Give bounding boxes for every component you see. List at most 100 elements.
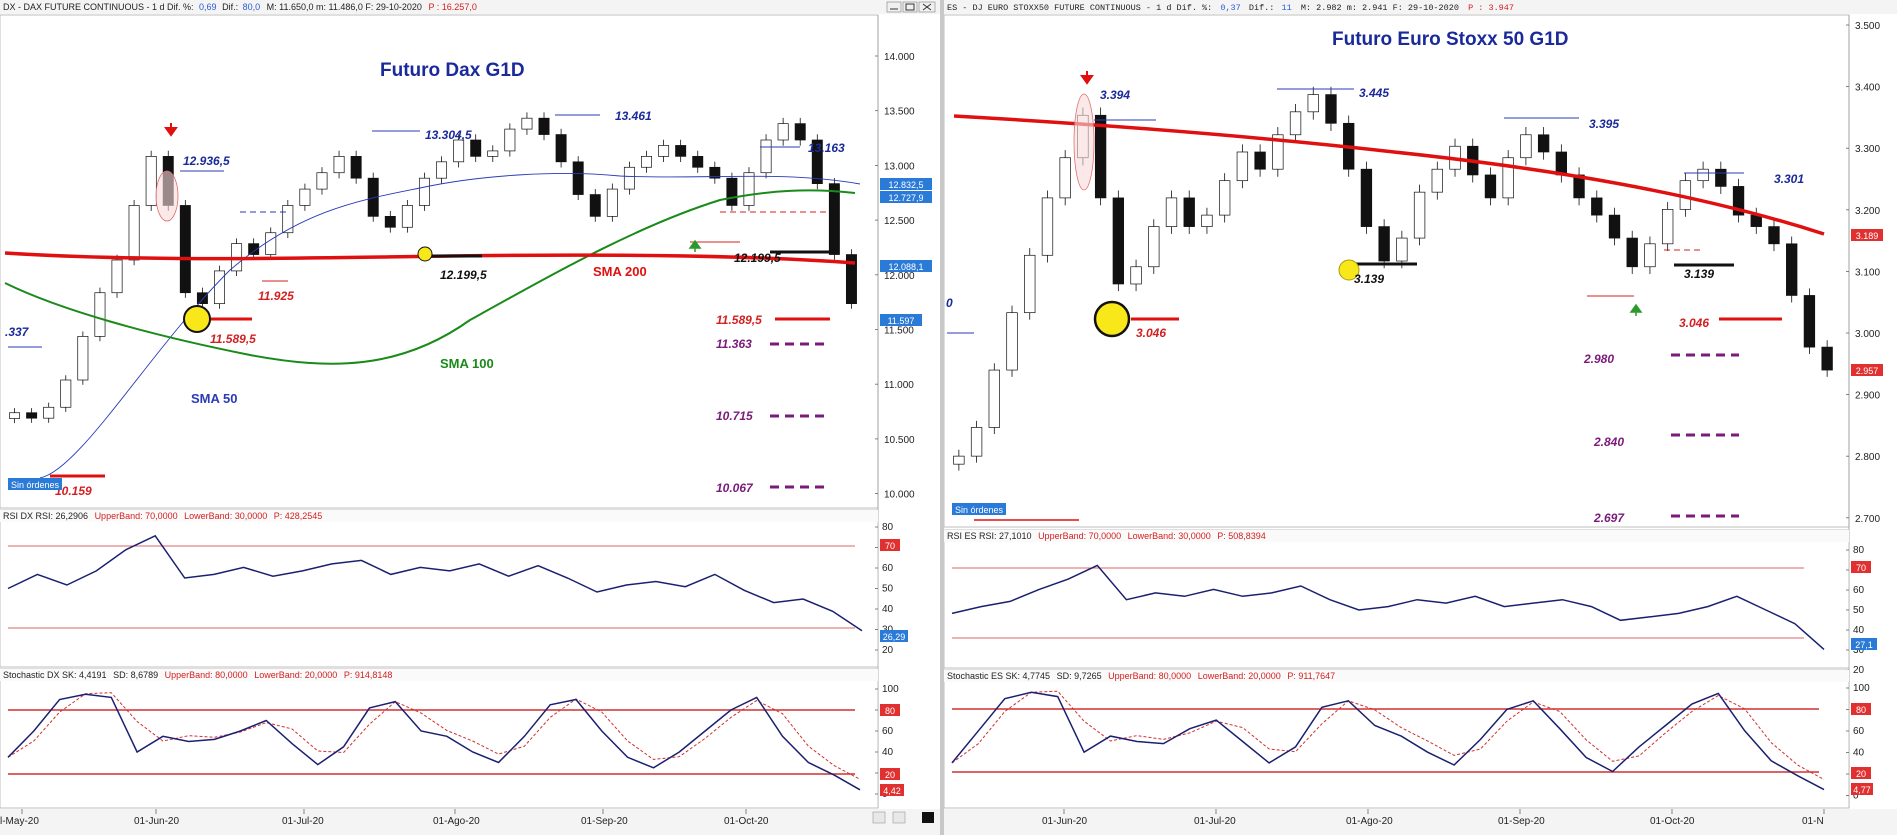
indicator-tick-label: 30: [1853, 645, 1865, 656]
candle-body: [743, 172, 755, 206]
eurostoxx-date-axis: 01-Jun-20 01-Jul-20 01-Ago-20 01-Sep-20 01-O…: [1042, 809, 1825, 827]
candle-body: [1413, 191, 1426, 239]
candle-body: [1254, 151, 1266, 170]
candle-body: [196, 292, 208, 304]
eurostoxx-price-labels: 3.394 3.445 3.395 3.301 3.139 3.139 3.046 3.046…: [946, 86, 1804, 525]
candle-body: [1502, 157, 1514, 199]
candle-body: [248, 243, 260, 255]
svg-text:Sin órdenes: Sin órdenes: [955, 505, 1004, 515]
dax-rsi-line: [7, 534, 863, 632]
minimize-button[interactable]: [886, 1, 902, 13]
candle-body: [970, 427, 983, 457]
dax-chart-window[interactable]: DX - DAX FUTURE CONTINUOUS - 1 d Dif. %:…: [0, 0, 940, 835]
dax-header-text: DX - DAX FUTURE CONTINUOUS - 1 d Dif. %:…: [3, 2, 477, 12]
candle-body: [111, 259, 123, 294]
indicator-tick-label: 60: [1853, 585, 1865, 596]
panel-divider[interactable]: [940, 0, 944, 835]
indicator-tick-label: 100: [1853, 683, 1870, 694]
price-level-label: 3.139: [1354, 272, 1384, 286]
price-level-label: 11.925: [258, 289, 294, 303]
candle-body: [350, 156, 362, 179]
eurostoxx-price-pane[interactable]: [944, 14, 1850, 528]
maximize-button[interactable]: [902, 1, 918, 13]
svg-text:26,29: 26,29: [883, 632, 906, 642]
price-tick-label: 3.100: [1855, 267, 1880, 278]
down-arrow-icon: [164, 123, 178, 137]
svg-text:12.727,9: 12.727,9: [888, 193, 923, 203]
badge-sma: [1851, 229, 1883, 241]
candle-body: [1059, 157, 1071, 199]
date-tick-label: 01-Oct-20: [724, 816, 769, 827]
color-square-icon[interactable]: [922, 812, 934, 823]
candle-body: [1626, 237, 1638, 268]
dax-candles: [9, 112, 857, 424]
eurostoxx-chart-window[interactable]: ES - DJ EURO STOXX50 FUTURE CONTINUOUS -…: [944, 0, 1897, 835]
sin-ordenes-button[interactable]: [8, 478, 62, 490]
indicator-tick-label: 80: [882, 522, 894, 533]
price-level-label: 10.067: [716, 481, 754, 495]
sin-ordenes-button[interactable]: [952, 503, 1006, 515]
candle-body: [521, 117, 533, 130]
candle-body: [1360, 168, 1373, 227]
candle-body: [845, 254, 857, 304]
indicator-tick-label: 80: [1853, 545, 1865, 556]
candle-body: [1236, 151, 1249, 182]
svg-text:20: 20: [1856, 769, 1866, 779]
sma-200-label: SMA 200: [593, 264, 647, 279]
candle-body: [436, 161, 448, 179]
down-arrow-icon: [1080, 71, 1094, 85]
eurostoxx-stochastic-pane[interactable]: [944, 669, 1850, 809]
sma-100-label: SMA 100: [440, 356, 494, 371]
candle-body: [726, 177, 738, 206]
date-tick-label: 01-Oct-20: [1650, 816, 1695, 827]
dax-low-circle: [183, 305, 211, 333]
dax-stochastic-pane[interactable]: [0, 668, 879, 809]
eurostoxx-top-ellipse: [1073, 93, 1095, 191]
badge-last-price: [880, 314, 922, 326]
svg-text:2.957: 2.957: [1856, 366, 1879, 376]
badge-sma100: [880, 191, 932, 203]
candle-body: [811, 139, 823, 184]
eurostoxx-rsi-pane[interactable]: [944, 529, 1850, 669]
candle-body: [1768, 226, 1780, 245]
price-level-label: 3.046: [1136, 326, 1166, 340]
candle-body: [26, 412, 38, 419]
price-level-label: 11.589,5: [716, 313, 762, 327]
candle-body: [9, 412, 21, 419]
candle-body: [179, 205, 191, 294]
up-arrow-icon: [1629, 303, 1643, 316]
eurostoxx-chart-svg: ES - DJ EURO STOXX50 FUTURE CONTINUOUS -…: [944, 0, 1897, 835]
svg-text:70: 70: [1856, 563, 1866, 573]
candle-body: [145, 156, 157, 206]
date-tick-label: 01-Jun-20: [1042, 816, 1087, 827]
eurostoxx-price-axis: 3.500 3.400 3.300 3.200 3.100 3.000 2.900 2.800…: [1846, 21, 1880, 525]
dax-stochastic-sk-line: [7, 693, 861, 791]
price-level-label: 2.840: [1593, 435, 1624, 449]
dax-chart-title: Futuro Dax G1D: [380, 60, 525, 81]
candle-body: [1697, 168, 1709, 182]
candle-body: [1786, 243, 1798, 296]
price-level-label: 11.363: [716, 337, 752, 351]
price-tick-label: 3.200: [1855, 206, 1880, 217]
candle-body: [1732, 186, 1745, 216]
candle-body: [265, 232, 277, 255]
dax-window-buttons[interactable]: [886, 1, 936, 13]
candle-body: [1325, 94, 1337, 124]
price-level-label: 11.589,5: [210, 332, 256, 346]
candle-body: [1218, 180, 1231, 216]
candle-body: [333, 156, 345, 174]
candle-body: [1307, 94, 1319, 113]
candle-body: [675, 145, 687, 157]
candle-body: [606, 188, 618, 217]
candle-body: [367, 177, 379, 217]
candle-body: [692, 156, 704, 168]
price-level-label: 12.199,5: [440, 268, 487, 282]
price-level-label: 3.445: [1359, 86, 1389, 100]
candle-body: [1573, 174, 1585, 199]
candle-body: [60, 379, 72, 408]
dax-rsi-header: RSI DX RSI: 26,2906 UpperBand: 70,0000 L…: [3, 511, 322, 521]
svg-text:4,42: 4,42: [883, 786, 901, 796]
scroll-left-icon[interactable]: [872, 811, 886, 824]
dax-rsi-pane[interactable]: [0, 509, 879, 668]
zoom-icon[interactable]: [892, 811, 906, 824]
